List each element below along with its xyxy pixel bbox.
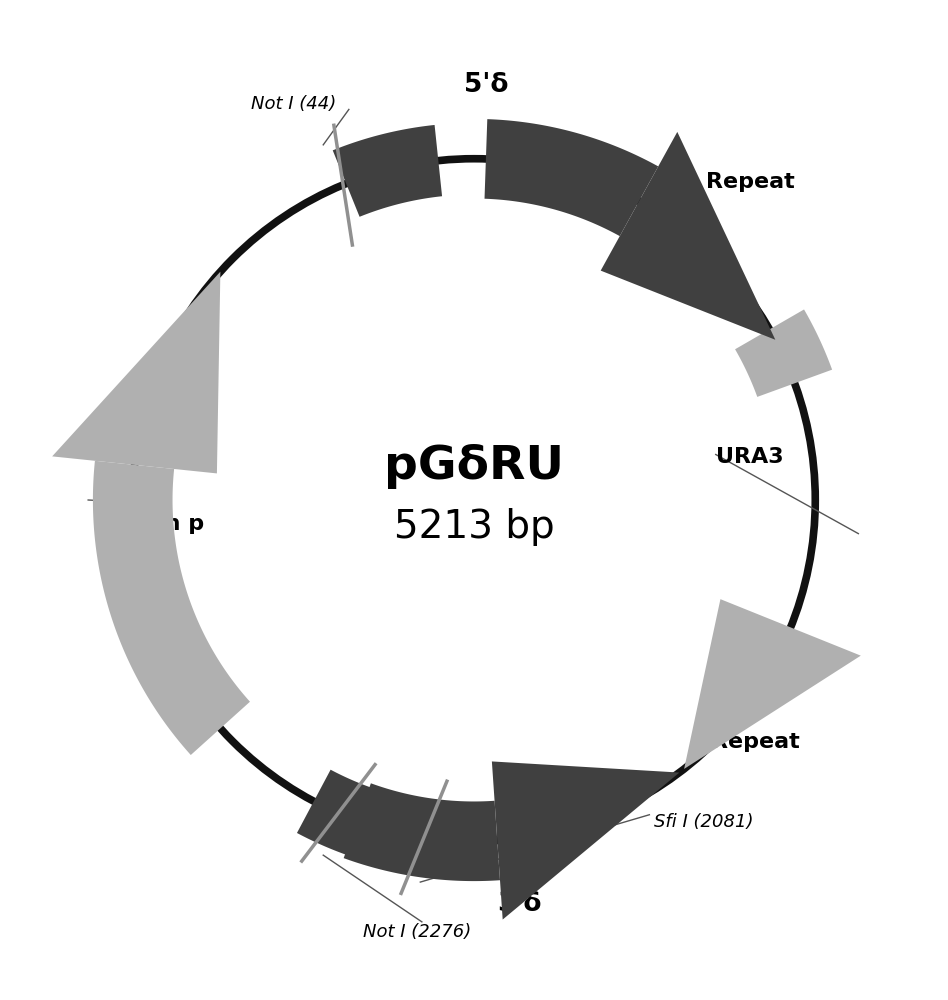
- Text: 5'δ: 5'δ: [465, 72, 508, 98]
- Polygon shape: [484, 119, 658, 236]
- Polygon shape: [52, 272, 220, 473]
- Text: Sfi I (2081): Sfi I (2081): [654, 813, 754, 831]
- Text: 3'δ: 3'δ: [498, 891, 541, 917]
- Text: Not I (2276): Not I (2276): [363, 923, 471, 941]
- Polygon shape: [684, 599, 861, 769]
- Polygon shape: [492, 761, 680, 920]
- Polygon shape: [601, 132, 775, 340]
- Polygon shape: [333, 125, 442, 217]
- Polygon shape: [735, 309, 832, 397]
- Text: URA3: URA3: [716, 447, 783, 467]
- Text: pGδRU: pGδRU: [384, 444, 564, 489]
- Text: 5213 bp: 5213 bp: [393, 508, 555, 546]
- Polygon shape: [93, 461, 250, 755]
- Polygon shape: [344, 783, 500, 881]
- Text: Not I (44): Not I (44): [251, 95, 337, 113]
- Polygon shape: [297, 770, 410, 869]
- Text: Repeat: Repeat: [706, 172, 795, 192]
- Text: Am p: Am p: [140, 514, 205, 534]
- Text: Repeat: Repeat: [711, 732, 800, 752]
